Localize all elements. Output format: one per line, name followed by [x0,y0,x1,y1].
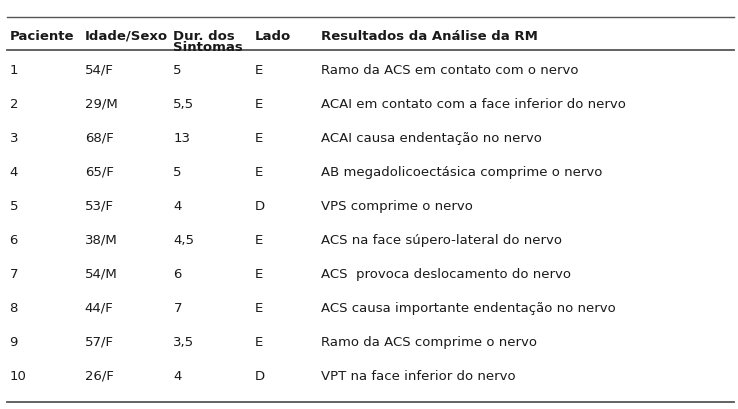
Text: Paciente: Paciente [10,29,74,43]
Text: Ramo da ACS comprime o nervo: Ramo da ACS comprime o nervo [321,335,537,348]
Text: 53/F: 53/F [85,199,114,212]
Text: E: E [255,267,263,280]
Text: AB megadolicoectásica comprime o nervo: AB megadolicoectásica comprime o nervo [321,165,602,178]
Text: 5,5: 5,5 [173,97,195,110]
Text: 26/F: 26/F [85,369,114,382]
Text: E: E [255,131,263,144]
Text: D: D [255,369,265,382]
Text: Resultados da Análise da RM: Resultados da Análise da RM [321,29,538,43]
Text: ACS causa importante endentação no nervo: ACS causa importante endentação no nervo [321,301,615,314]
Text: E: E [255,97,263,110]
Text: ACAI causa endentação no nervo: ACAI causa endentação no nervo [321,131,542,144]
Text: 9: 9 [10,335,18,348]
Text: 3: 3 [10,131,18,144]
Text: VPS comprime o nervo: VPS comprime o nervo [321,199,473,212]
Text: Sintomas: Sintomas [173,41,244,54]
Text: 2: 2 [10,97,18,110]
Text: 4: 4 [10,165,18,178]
Text: ACAI em contato com a face inferior do nervo: ACAI em contato com a face inferior do n… [321,97,626,110]
Text: 6: 6 [173,267,182,280]
Text: 68/F: 68/F [85,131,114,144]
Text: Lado: Lado [255,29,291,43]
Text: 65/F: 65/F [85,165,114,178]
Text: Idade/Sexo: Idade/Sexo [85,29,168,43]
Text: D: D [255,199,265,212]
Text: 4,5: 4,5 [173,233,194,246]
Text: E: E [255,63,263,76]
Text: 8: 8 [10,301,18,314]
Text: 57/F: 57/F [85,335,114,348]
Text: E: E [255,233,263,246]
Text: 54/F: 54/F [85,63,114,76]
Text: 44/F: 44/F [85,301,114,314]
Text: 4: 4 [173,199,182,212]
Text: VPT na face inferior do nervo: VPT na face inferior do nervo [321,369,516,382]
Text: 38/M: 38/M [85,233,117,246]
Text: Dur. dos: Dur. dos [173,29,235,43]
Text: 4: 4 [173,369,182,382]
Text: 5: 5 [173,165,182,178]
Text: ACS  provoca deslocamento do nervo: ACS provoca deslocamento do nervo [321,267,571,280]
Text: 1: 1 [10,63,18,76]
Text: E: E [255,165,263,178]
Text: 7: 7 [10,267,18,280]
Text: ACS na face súpero-lateral do nervo: ACS na face súpero-lateral do nervo [321,233,562,246]
Text: 5: 5 [10,199,18,212]
Text: E: E [255,301,263,314]
Text: E: E [255,335,263,348]
Text: 10: 10 [10,369,27,382]
Text: Ramo da ACS em contato com o nervo: Ramo da ACS em contato com o nervo [321,63,579,76]
Text: 6: 6 [10,233,18,246]
Text: 54/M: 54/M [85,267,117,280]
Text: 29/M: 29/M [85,97,117,110]
Text: 3,5: 3,5 [173,335,195,348]
Text: 7: 7 [173,301,182,314]
Text: 5: 5 [173,63,182,76]
Text: 13: 13 [173,131,190,144]
